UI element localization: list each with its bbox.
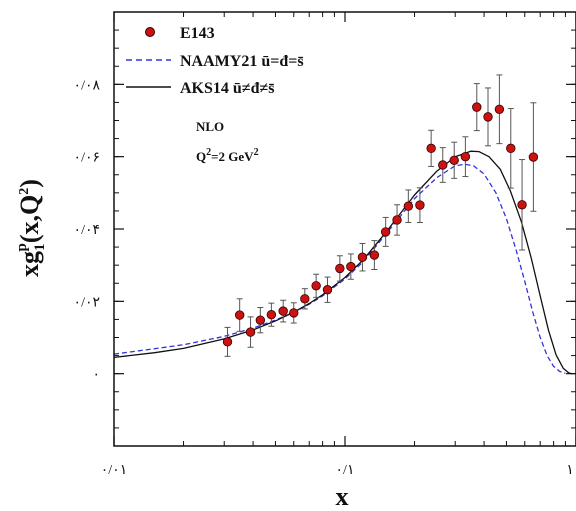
y-label-sub: 1: [32, 243, 48, 251]
annotation-q2-sup: 2: [206, 147, 211, 158]
data-point: [392, 215, 402, 225]
y-tick-label: ۰: [92, 368, 100, 383]
x-tick-label: ۱: [566, 463, 574, 478]
y-label-base: xg: [15, 251, 44, 277]
legend: E143 NAAMY21 ū=đ=s̄ AKS14 ū≠đ≠s̄: [126, 25, 304, 97]
data-point: [438, 160, 448, 170]
data-point: [472, 102, 482, 112]
data-point: [322, 285, 333, 295]
data-point: [506, 143, 516, 154]
y-label-close: ): [15, 179, 44, 188]
x-tick-label: ۰/۰۱: [101, 463, 127, 478]
data-point: [222, 337, 233, 347]
data-point: [255, 315, 266, 325]
data-point: [415, 200, 425, 210]
data-point: [311, 281, 321, 291]
legend-marker-e143: [145, 27, 155, 37]
data-point: [449, 155, 459, 165]
data-point: [335, 263, 345, 274]
legend-item-naamy21: NAAMY21 ū=đ=s̄: [126, 53, 304, 70]
x-tick-label: ۰/۱: [336, 463, 355, 478]
legend-item-e143: E143: [145, 25, 215, 42]
annotation-q2-sup2: 2: [254, 147, 259, 158]
data-point: [278, 306, 288, 316]
data-point: [289, 308, 299, 318]
annotation-nlo: NLO: [196, 119, 224, 134]
y-tick-label: ۰/۰۸: [74, 78, 101, 93]
y-label-args: (x,Q: [15, 195, 44, 243]
legend-label-e143: E143: [180, 25, 215, 42]
svg-text:xg1p(x,Q2): xg1p(x,Q2): [14, 179, 48, 277]
legend-item-aks14: AKS14 ū≠đ≠s̄: [126, 80, 275, 97]
data-point: [517, 200, 527, 210]
data-point: [494, 104, 505, 114]
legend-label-naamy21: NAAMY21 ū=đ=s̄: [180, 53, 304, 70]
y-label-sup: p: [14, 243, 30, 251]
y-tick-label: ۰/۰۶: [74, 151, 100, 166]
legend-label-aks14: AKS14 ū≠đ≠s̄: [180, 80, 275, 97]
data-point: [380, 227, 391, 237]
points-layer: [222, 74, 539, 357]
data-point: [245, 327, 256, 337]
data-point: [300, 294, 310, 304]
x-axis-label: x: [336, 482, 349, 511]
annotation-q2-q: Q: [196, 149, 206, 164]
data-point: [403, 201, 414, 211]
data-point: [346, 261, 356, 272]
y-axis-label: xg1p(x,Q2): [14, 179, 48, 277]
series-line-naamy21: [114, 163, 566, 374]
y-tick-label: ۰/۰۲: [74, 295, 100, 310]
y-tick-label: ۰/۰۴: [74, 223, 100, 238]
data-point: [369, 250, 380, 260]
data-point: [357, 252, 368, 262]
data-point: [483, 112, 493, 122]
annotation-q2-rest: =2 GeV: [211, 149, 254, 164]
y-label-args-sup: 2: [17, 188, 32, 195]
data-point: [266, 310, 277, 320]
data-point: [426, 143, 436, 154]
data-point: [234, 310, 245, 320]
axis-ticks: ۰/۰۱ ۰/۱ ۱ ۰ ۰/۰۲ ۰/۰۴ ۰/۰۶ ۰/۰۸: [74, 11, 576, 478]
annotation-q2: Q2=2 GeV2: [196, 147, 259, 164]
data-point: [460, 151, 471, 162]
data-point: [528, 152, 539, 162]
